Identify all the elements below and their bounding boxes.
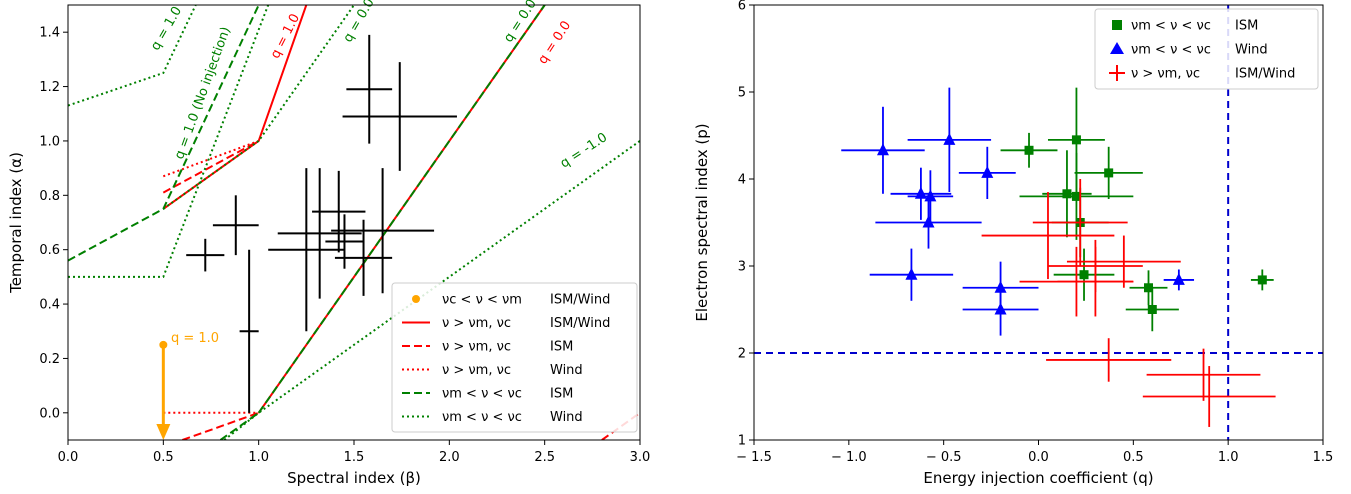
y-tick-label-4: 0.8 [39,189,60,204]
annotation-6: q = -1.0 [558,130,610,171]
x-tick-label-0: 0.0 [58,450,79,465]
x-tick-label-1: − 1.0 [831,450,867,465]
legend-handle-0 [1112,20,1122,30]
legend-regime-1: ISM/Wind [550,316,610,331]
series-wind-point-4-marker [981,165,994,178]
arrow-origin-dot [159,340,168,349]
series-ism-point-4-marker [1104,168,1114,178]
model-line-8 [257,5,546,414]
legend-label-2: ν > νm, νc [442,340,511,355]
series-wind-point-0-marker [876,143,889,156]
x-tick-label-5: 1.0 [1218,450,1239,465]
series-ism-point-9-marker [1257,275,1267,285]
annotation-7: q = 1.0 [171,331,219,346]
legend-regime-1: Wind [1235,43,1268,58]
legend-label-2: ν > νm, νc [1131,67,1200,82]
model-line-10 [68,5,197,107]
legend-regime-4: ISM [550,387,573,402]
y-tick-label-2: 0.4 [39,298,60,313]
model-line-13 [223,140,640,440]
series-wind-point-1-marker [943,132,956,145]
x-tick-label-6: 3.0 [630,450,651,465]
y-tick-label-7: 1.4 [39,26,60,41]
x-tick-label-4: 2.0 [439,450,460,465]
annotation-0: q = 1.0 [148,4,185,53]
legend-regime-2: ISM [550,340,573,355]
annotation-5: q = 0.0 [535,18,574,67]
series-ism-point-8-marker [1147,305,1157,314]
model-line-11 [68,5,270,278]
series-ism-point-3-marker [1071,191,1081,201]
y-tick-label-1: 2 [738,347,746,362]
x-tick-label-3: 1.5 [344,450,365,465]
series-wind-point-9-marker [1172,272,1185,285]
legend-box-1 [1094,8,1319,90]
legend-handle-1 [1110,42,1124,54]
annotation-1: q = 1.0 (No injection) [172,25,234,161]
series-wind-point-5-marker [922,215,935,228]
x-tick-label-2: − 0.5 [926,450,962,465]
x-tick-label-4: 0.5 [1123,450,1144,465]
y-tick-label-0: 0.0 [39,406,60,421]
legend-label-1: νm < ν < νc [1131,43,1211,58]
model-line-5 [162,139,260,178]
y-tick-label-2: 3 [738,260,746,275]
model-line-0 [162,5,308,210]
x-tick-label-3: 0.0 [1028,450,1049,465]
y-tick-label-3: 0.6 [39,243,60,258]
x-tick-label-0: − 1.5 [736,450,772,465]
annotation-2: q = 1.0 [268,12,303,62]
model-line-2 [162,140,260,194]
y-tick-label-5: 1.0 [39,134,60,149]
legend-label-0: νm < ν < νc [1131,19,1211,34]
x-tick-label-5: 2.5 [534,450,555,465]
legend-label-0: νc < ν < νm [442,293,522,308]
y-axis-label-0: Temporal index (α) [7,152,25,294]
legend-regime-0: ISM [1235,19,1258,34]
legend-1: νm < ν < νc ISM νm < ν < νc Wind ν > νm, νc I… [1094,8,1319,90]
legend-regime-3: Wind [550,363,583,378]
model-line-3 [182,411,260,440]
x-tick-label-6: 1.5 [1313,450,1334,465]
legend-handle-0 [412,295,420,303]
series-ism-point-2-marker [1062,189,1072,199]
arrow-head [156,424,171,440]
series-wind-point-3-marker [924,189,937,202]
legend-regime-5: Wind [550,410,583,425]
x-axis-label-1: Energy injection coefficient (q) [923,469,1153,487]
x-axis-label-0: Spectral index (β) [287,469,421,487]
y-tick-label-0: 1 [738,434,746,449]
annotation-3: q = 0.0 [341,0,378,45]
legend-label-4: νm < ν < νc [442,387,522,402]
legend-0: νc < ν < νm ISM/Wind ν > νm, νc ISM/Wind ν >… [391,282,638,433]
y-tick-label-6: 1.2 [39,80,60,95]
series-ism-point-6-marker [1079,270,1089,280]
y-tick-label-1: 0.2 [39,352,60,367]
legend-label-1: ν > νm, νc [442,316,511,331]
plot-content [68,5,640,440]
series-ism-point-1-marker [1071,135,1081,145]
series-ism-point-0-marker [1024,145,1034,155]
y-tick-label-4: 5 [738,86,746,101]
x-tick-label-1: 0.5 [153,450,174,465]
legend-label-5: νm < ν < νc [442,410,522,425]
x-tick-label-2: 1.0 [248,450,269,465]
legend-regime-0: ISM/Wind [550,293,610,308]
legend-label-3: ν > νm, νc [442,363,511,378]
series-wind-point-8-marker [994,302,1007,315]
legend-regime-2: ISM/Wind [1235,67,1295,82]
y-tick-label-3: 4 [738,173,746,188]
series-ism-point-7-marker [1144,283,1154,293]
y-tick-label-5: 6 [738,0,746,14]
y-axis-label-1: Electron spectral index (p) [693,123,711,321]
series-wind-point-6-marker [905,267,918,280]
legend-box-0 [391,282,638,433]
plot-content [754,5,1323,440]
